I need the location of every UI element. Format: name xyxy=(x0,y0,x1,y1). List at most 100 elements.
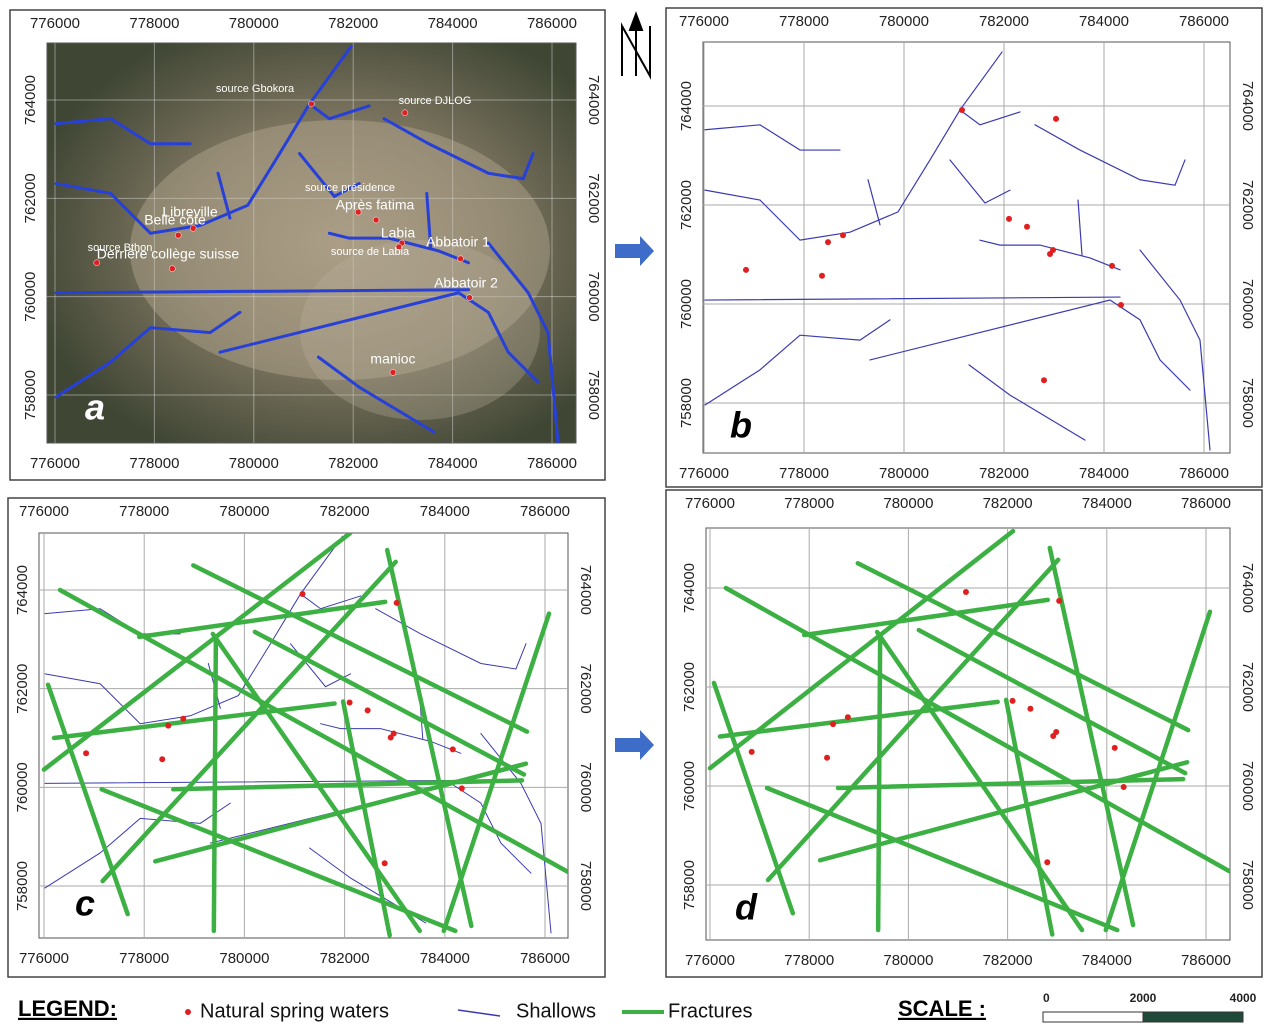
legend-shallows-symbol xyxy=(458,1010,500,1016)
x-tick-label: 780000 xyxy=(883,952,933,969)
spring xyxy=(963,589,969,595)
x-tick-label: 786000 xyxy=(527,455,577,472)
y-tick-label: 760000 xyxy=(1239,761,1256,811)
x-tick-label: 786000 xyxy=(1179,465,1229,482)
place-label: Belle côte xyxy=(144,212,206,228)
panel-letter: b xyxy=(730,405,752,446)
spring xyxy=(373,217,379,223)
y-tick-label: 762000 xyxy=(1239,662,1256,712)
spring xyxy=(1109,263,1115,269)
x-tick-label: 776000 xyxy=(679,13,729,30)
place-label: Après fatima xyxy=(336,197,415,213)
spring xyxy=(394,600,400,606)
place-label: Labia xyxy=(381,225,415,241)
x-tick-label: 776000 xyxy=(685,495,735,512)
y-tick-label: 758000 xyxy=(22,370,39,420)
x-tick-label: 778000 xyxy=(119,950,169,967)
x-tick-label: 780000 xyxy=(879,465,929,482)
spring xyxy=(1053,116,1059,122)
spring xyxy=(1047,251,1053,257)
x-tick-label: 778000 xyxy=(129,15,179,32)
y-tick-label: 764000 xyxy=(681,563,698,613)
legend-fractures: Fractures xyxy=(668,1000,752,1022)
place-label: Abbatoir 2 xyxy=(434,275,498,291)
legend-spring-symbol xyxy=(185,1009,191,1015)
x-tick-label: 784000 xyxy=(420,950,470,967)
spring xyxy=(365,707,371,713)
spring xyxy=(1121,784,1127,790)
x-tick-label: 778000 xyxy=(119,503,169,520)
urban-area xyxy=(300,240,540,420)
x-tick-label: 780000 xyxy=(229,455,279,472)
x-tick-label: 780000 xyxy=(883,495,933,512)
spring xyxy=(458,256,464,262)
spring xyxy=(390,369,396,375)
x-tick-label: 780000 xyxy=(219,950,269,967)
x-tick-label: 780000 xyxy=(219,503,269,520)
place-label: manioc xyxy=(370,351,415,367)
x-tick-label: 786000 xyxy=(520,950,570,967)
y-tick-label: 762000 xyxy=(681,662,698,712)
y-tick-label: 760000 xyxy=(14,762,31,812)
x-tick-label: 776000 xyxy=(30,455,80,472)
spring xyxy=(402,110,408,116)
spring xyxy=(743,267,749,273)
y-tick-label: 758000 xyxy=(681,860,698,910)
spring xyxy=(450,746,456,752)
spring xyxy=(1112,745,1118,751)
spring xyxy=(1118,302,1124,308)
y-tick-label: 760000 xyxy=(577,762,594,812)
x-tick-label: 786000 xyxy=(527,15,577,32)
x-tick-label: 782000 xyxy=(328,15,378,32)
place-label: source Gbokora xyxy=(216,83,295,95)
x-tick-label: 776000 xyxy=(19,503,69,520)
x-tick-label: 786000 xyxy=(1181,952,1231,969)
spring xyxy=(1024,224,1030,230)
y-tick-label: 758000 xyxy=(678,378,695,428)
scale-label: 2000 xyxy=(1130,991,1157,1005)
x-tick-label: 780000 xyxy=(879,13,929,30)
x-tick-label: 782000 xyxy=(320,950,370,967)
arrow-right xyxy=(615,236,654,266)
y-tick-label: 760000 xyxy=(585,272,602,322)
legend-title: LEGEND: xyxy=(18,996,117,1021)
x-tick-label: 782000 xyxy=(983,495,1033,512)
y-tick-label: 762000 xyxy=(14,664,31,714)
spring xyxy=(466,295,472,301)
scale-segment xyxy=(1043,1012,1143,1022)
x-tick-label: 782000 xyxy=(983,952,1033,969)
spring xyxy=(1027,706,1033,712)
spring xyxy=(1010,698,1016,704)
spring xyxy=(1044,859,1050,865)
x-tick-label: 786000 xyxy=(1179,13,1229,30)
spring xyxy=(845,714,851,720)
y-tick-label: 758000 xyxy=(14,861,31,911)
y-tick-label: 758000 xyxy=(1239,860,1256,910)
y-tick-label: 758000 xyxy=(585,370,602,420)
panel-letter: a xyxy=(85,387,105,428)
place-label: source de Labia xyxy=(331,246,410,258)
y-tick-label: 764000 xyxy=(14,565,31,615)
spring xyxy=(825,239,831,245)
y-tick-label: 762000 xyxy=(1239,180,1256,230)
scale-title: SCALE : xyxy=(898,996,986,1021)
map-panel: 7760007760007780007780007800007800007820… xyxy=(8,498,605,977)
x-tick-label: 784000 xyxy=(1079,13,1129,30)
legend-shallows: Shallows xyxy=(516,1000,596,1022)
spring xyxy=(459,785,465,791)
y-tick-label: 758000 xyxy=(577,861,594,911)
x-tick-label: 782000 xyxy=(320,503,370,520)
x-tick-label: 784000 xyxy=(1079,465,1129,482)
spring xyxy=(1050,733,1056,739)
spring xyxy=(830,721,836,727)
spring xyxy=(180,716,186,722)
x-tick-label: 784000 xyxy=(420,503,470,520)
spring xyxy=(175,232,181,238)
spring xyxy=(824,755,830,761)
spring xyxy=(1041,377,1047,383)
place-label: Derrière collège suisse xyxy=(97,246,240,262)
x-tick-label: 778000 xyxy=(784,952,834,969)
spring xyxy=(959,107,965,113)
panel-letter: c xyxy=(75,883,95,924)
